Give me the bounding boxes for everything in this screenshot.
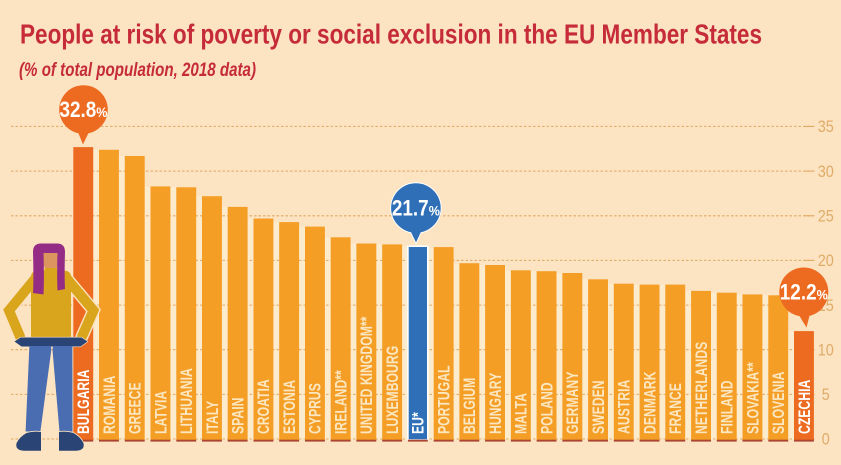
- svg-text:NETHERLANDS: NETHERLANDS: [693, 342, 711, 434]
- svg-text:SLOVENIA: SLOVENIA: [770, 372, 788, 434]
- svg-text:CZECHIA: CZECHIA: [796, 380, 814, 434]
- svg-text:12.2: 12.2: [780, 280, 817, 305]
- svg-text:SLOVAKIA**: SLOVAKIA**: [744, 362, 762, 434]
- svg-text:LUXEMBOURG: LUXEMBOURG: [384, 346, 402, 434]
- svg-text:UNITED KINGDOM**: UNITED KINGDOM**: [358, 316, 376, 434]
- svg-text:CROATIA: CROATIA: [255, 379, 273, 434]
- svg-text:(% of total population, 2018 d: (% of total population, 2018 data): [19, 60, 256, 81]
- svg-text:DENMARK: DENMARK: [641, 372, 659, 434]
- svg-text:PORTUGAL: PORTUGAL: [435, 365, 453, 434]
- svg-text:0: 0: [822, 430, 830, 449]
- svg-text:HUNGARY: HUNGARY: [487, 373, 505, 434]
- svg-text:BELGIUM: BELGIUM: [461, 378, 479, 434]
- svg-text:%: %: [429, 203, 441, 219]
- svg-text:EU*: EU*: [410, 412, 428, 434]
- svg-text:SWEDEN: SWEDEN: [590, 380, 608, 434]
- svg-text:GERMANY: GERMANY: [564, 372, 582, 434]
- svg-text:10: 10: [818, 340, 834, 359]
- svg-text:%: %: [96, 104, 108, 120]
- svg-text:ITALY: ITALY: [204, 401, 222, 434]
- svg-text:IRELAND**: IRELAND**: [332, 370, 350, 434]
- svg-text:FRANCE: FRANCE: [667, 383, 685, 434]
- svg-text:AUSTRIA: AUSTRIA: [616, 380, 634, 434]
- svg-text:LITHUANIA: LITHUANIA: [178, 368, 196, 434]
- svg-text:ROMANIA: ROMANIA: [101, 376, 119, 434]
- svg-text:LATVIA: LATVIA: [152, 391, 170, 434]
- svg-text:CYPRUS: CYPRUS: [307, 383, 325, 434]
- svg-text:FINLAND: FINLAND: [719, 380, 737, 434]
- svg-text:21.7: 21.7: [392, 196, 429, 221]
- svg-text:BULGARIA: BULGARIA: [75, 370, 93, 434]
- svg-text:ESTONIA: ESTONIA: [281, 380, 299, 434]
- svg-text:POLAND: POLAND: [538, 382, 556, 434]
- svg-text:GREECE: GREECE: [127, 382, 145, 434]
- svg-text:People at risk of poverty or s: People at risk of poverty or social excl…: [20, 19, 762, 50]
- svg-text:SPAIN: SPAIN: [230, 398, 248, 434]
- svg-text:5: 5: [822, 385, 830, 404]
- svg-text:35: 35: [818, 117, 834, 136]
- svg-text:25: 25: [818, 206, 834, 225]
- svg-text:30: 30: [818, 162, 834, 181]
- svg-text:32.8: 32.8: [60, 97, 97, 122]
- svg-text:20: 20: [818, 251, 834, 270]
- svg-text:%: %: [817, 287, 829, 303]
- svg-text:MALTA: MALTA: [513, 393, 531, 434]
